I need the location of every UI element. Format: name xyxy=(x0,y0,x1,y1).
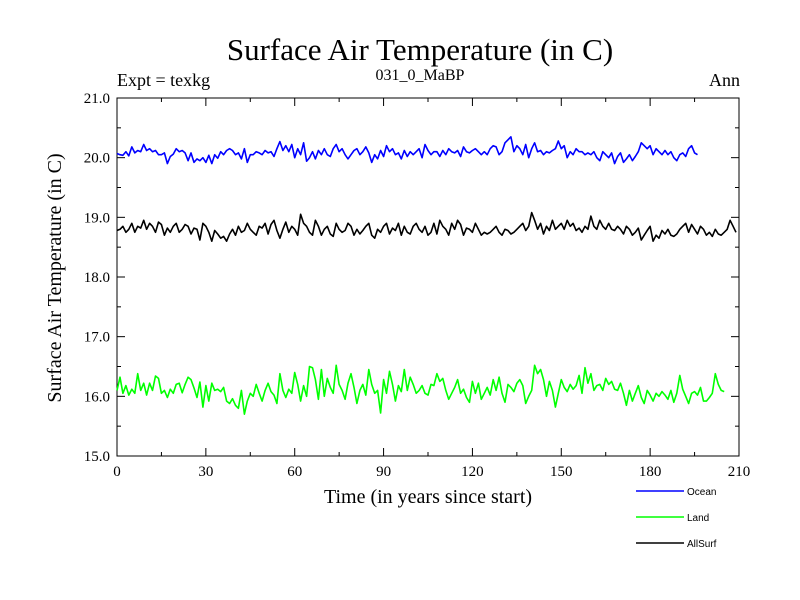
x-tick-label: 150 xyxy=(550,464,573,480)
y-tick-label: 19.0 xyxy=(84,210,110,226)
y-tick-label: 17.0 xyxy=(84,330,110,346)
x-tick-label: 60 xyxy=(287,464,302,480)
season-label: Ann xyxy=(709,70,740,90)
series-lines xyxy=(116,136,737,416)
y-axis-label: Surface Air Temperature (in C) xyxy=(44,153,66,402)
x-tick-label: 90 xyxy=(376,464,391,480)
series-line-land xyxy=(116,364,725,416)
x-tick-label: 180 xyxy=(639,464,662,480)
x-tick-label: 120 xyxy=(461,464,484,480)
axis-ticks: 0 30 60 90 120 150 180 210 15.0 16.0 17.0 18.0 19.0 2… xyxy=(84,91,751,480)
y-tick-label: 21.0 xyxy=(84,91,110,107)
legend-label-allsurf: AllSurf xyxy=(687,539,717,550)
legend-label-land: Land xyxy=(687,513,709,524)
expt-label: Expt = texkg xyxy=(117,70,210,90)
x-tick-label: 30 xyxy=(198,464,213,480)
y-tick-label: 15.0 xyxy=(84,449,110,465)
legend: Ocean Land AllSurf xyxy=(636,487,717,550)
legend-label-ocean: Ocean xyxy=(687,487,716,498)
y-tick-label: 20.0 xyxy=(84,151,110,167)
chart-subtitle: 031_0_MaBP xyxy=(376,67,465,84)
x-tick-label: 210 xyxy=(728,464,751,480)
series-line-allsurf xyxy=(116,211,737,242)
y-tick-label: 16.0 xyxy=(84,389,110,405)
series-line-ocean xyxy=(116,136,698,165)
x-tick-label: 0 xyxy=(113,464,121,480)
chart-title: Surface Air Temperature (in C) xyxy=(227,32,613,67)
x-axis-label: Time (in years since start) xyxy=(324,486,532,508)
y-tick-label: 18.0 xyxy=(84,270,110,286)
